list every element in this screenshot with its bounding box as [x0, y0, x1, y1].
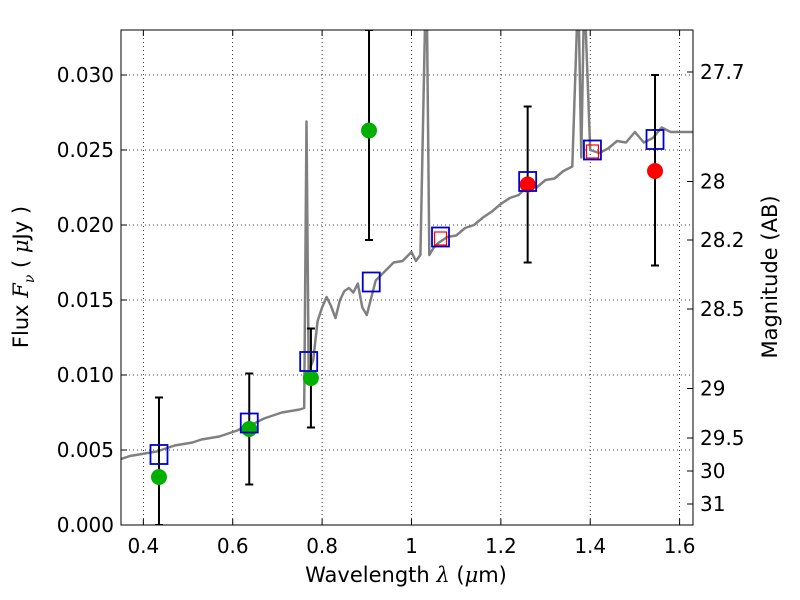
data-point — [302, 370, 319, 386]
y-tick-label: 0.025 — [57, 138, 114, 162]
y-axis-title: Flux Fν ( μJy ) — [9, 206, 38, 348]
y-tick-label: 0.020 — [57, 213, 114, 237]
y-tick-label: 0.015 — [57, 288, 114, 312]
model-square — [149, 444, 169, 465]
y-tick-label: 0.010 — [57, 363, 114, 387]
data-point — [519, 176, 536, 193]
model-square-inner — [433, 231, 448, 246]
y-axis: 0.000 0.005 0.010 0.015 0.020 0.025 0.030 — [57, 63, 127, 537]
x-axis: 0.4 0.6 0.8 1 1.2 1.4 1.6 — [127, 30, 696, 558]
mag-tick-label: 29.5 — [700, 426, 745, 450]
mag-tick-label: 28.2 — [700, 228, 745, 252]
x-tick-label: 0.6 — [217, 534, 249, 558]
x-axis-title: Wavelength λ (μm) — [305, 563, 507, 587]
y-tick-label: 0.030 — [57, 63, 114, 87]
y-tick-label: 0.005 — [57, 438, 114, 462]
x-tick-label: 1.2 — [485, 534, 517, 558]
mag-tick-label: 31 — [700, 492, 725, 516]
magnitude-axis: 27.7 28 28.2 28.5 29 29.5 30 31 — [687, 60, 745, 516]
model-square — [239, 412, 259, 434]
x-tick-label: 1.4 — [574, 534, 606, 558]
mag-tick-label: 30 — [700, 459, 725, 483]
x-tick-label: 1 — [405, 534, 418, 558]
model-square — [431, 226, 450, 248]
y-tick-label: 0.000 — [57, 513, 114, 537]
data-point — [647, 163, 664, 179]
model-square-inner — [585, 144, 600, 159]
markers-layer — [149, 122, 665, 485]
x-tick-label: 0.4 — [127, 534, 159, 558]
mag-tick-label: 27.7 — [700, 60, 745, 84]
spectrum-line — [121, 30, 693, 461]
mag-tick-label: 28 — [700, 170, 725, 194]
data-point — [150, 469, 167, 485]
mag-tick-label: 29 — [700, 377, 725, 401]
model-square — [518, 171, 538, 192]
model-square — [583, 139, 602, 161]
mag-tick-label: 28.5 — [700, 297, 745, 321]
model-square — [361, 271, 381, 293]
grid-lines — [121, 30, 693, 525]
data-point — [241, 421, 258, 437]
data-point — [361, 122, 378, 139]
plot-frame — [120, 29, 694, 526]
model-square — [299, 351, 319, 372]
x-tick-label: 1.6 — [664, 534, 696, 558]
spectrum-layer — [121, 30, 693, 461]
magnitude-axis-title: Magnitude (AB) — [758, 195, 782, 358]
model-square — [645, 129, 665, 150]
x-tick-label: 0.8 — [306, 534, 338, 558]
